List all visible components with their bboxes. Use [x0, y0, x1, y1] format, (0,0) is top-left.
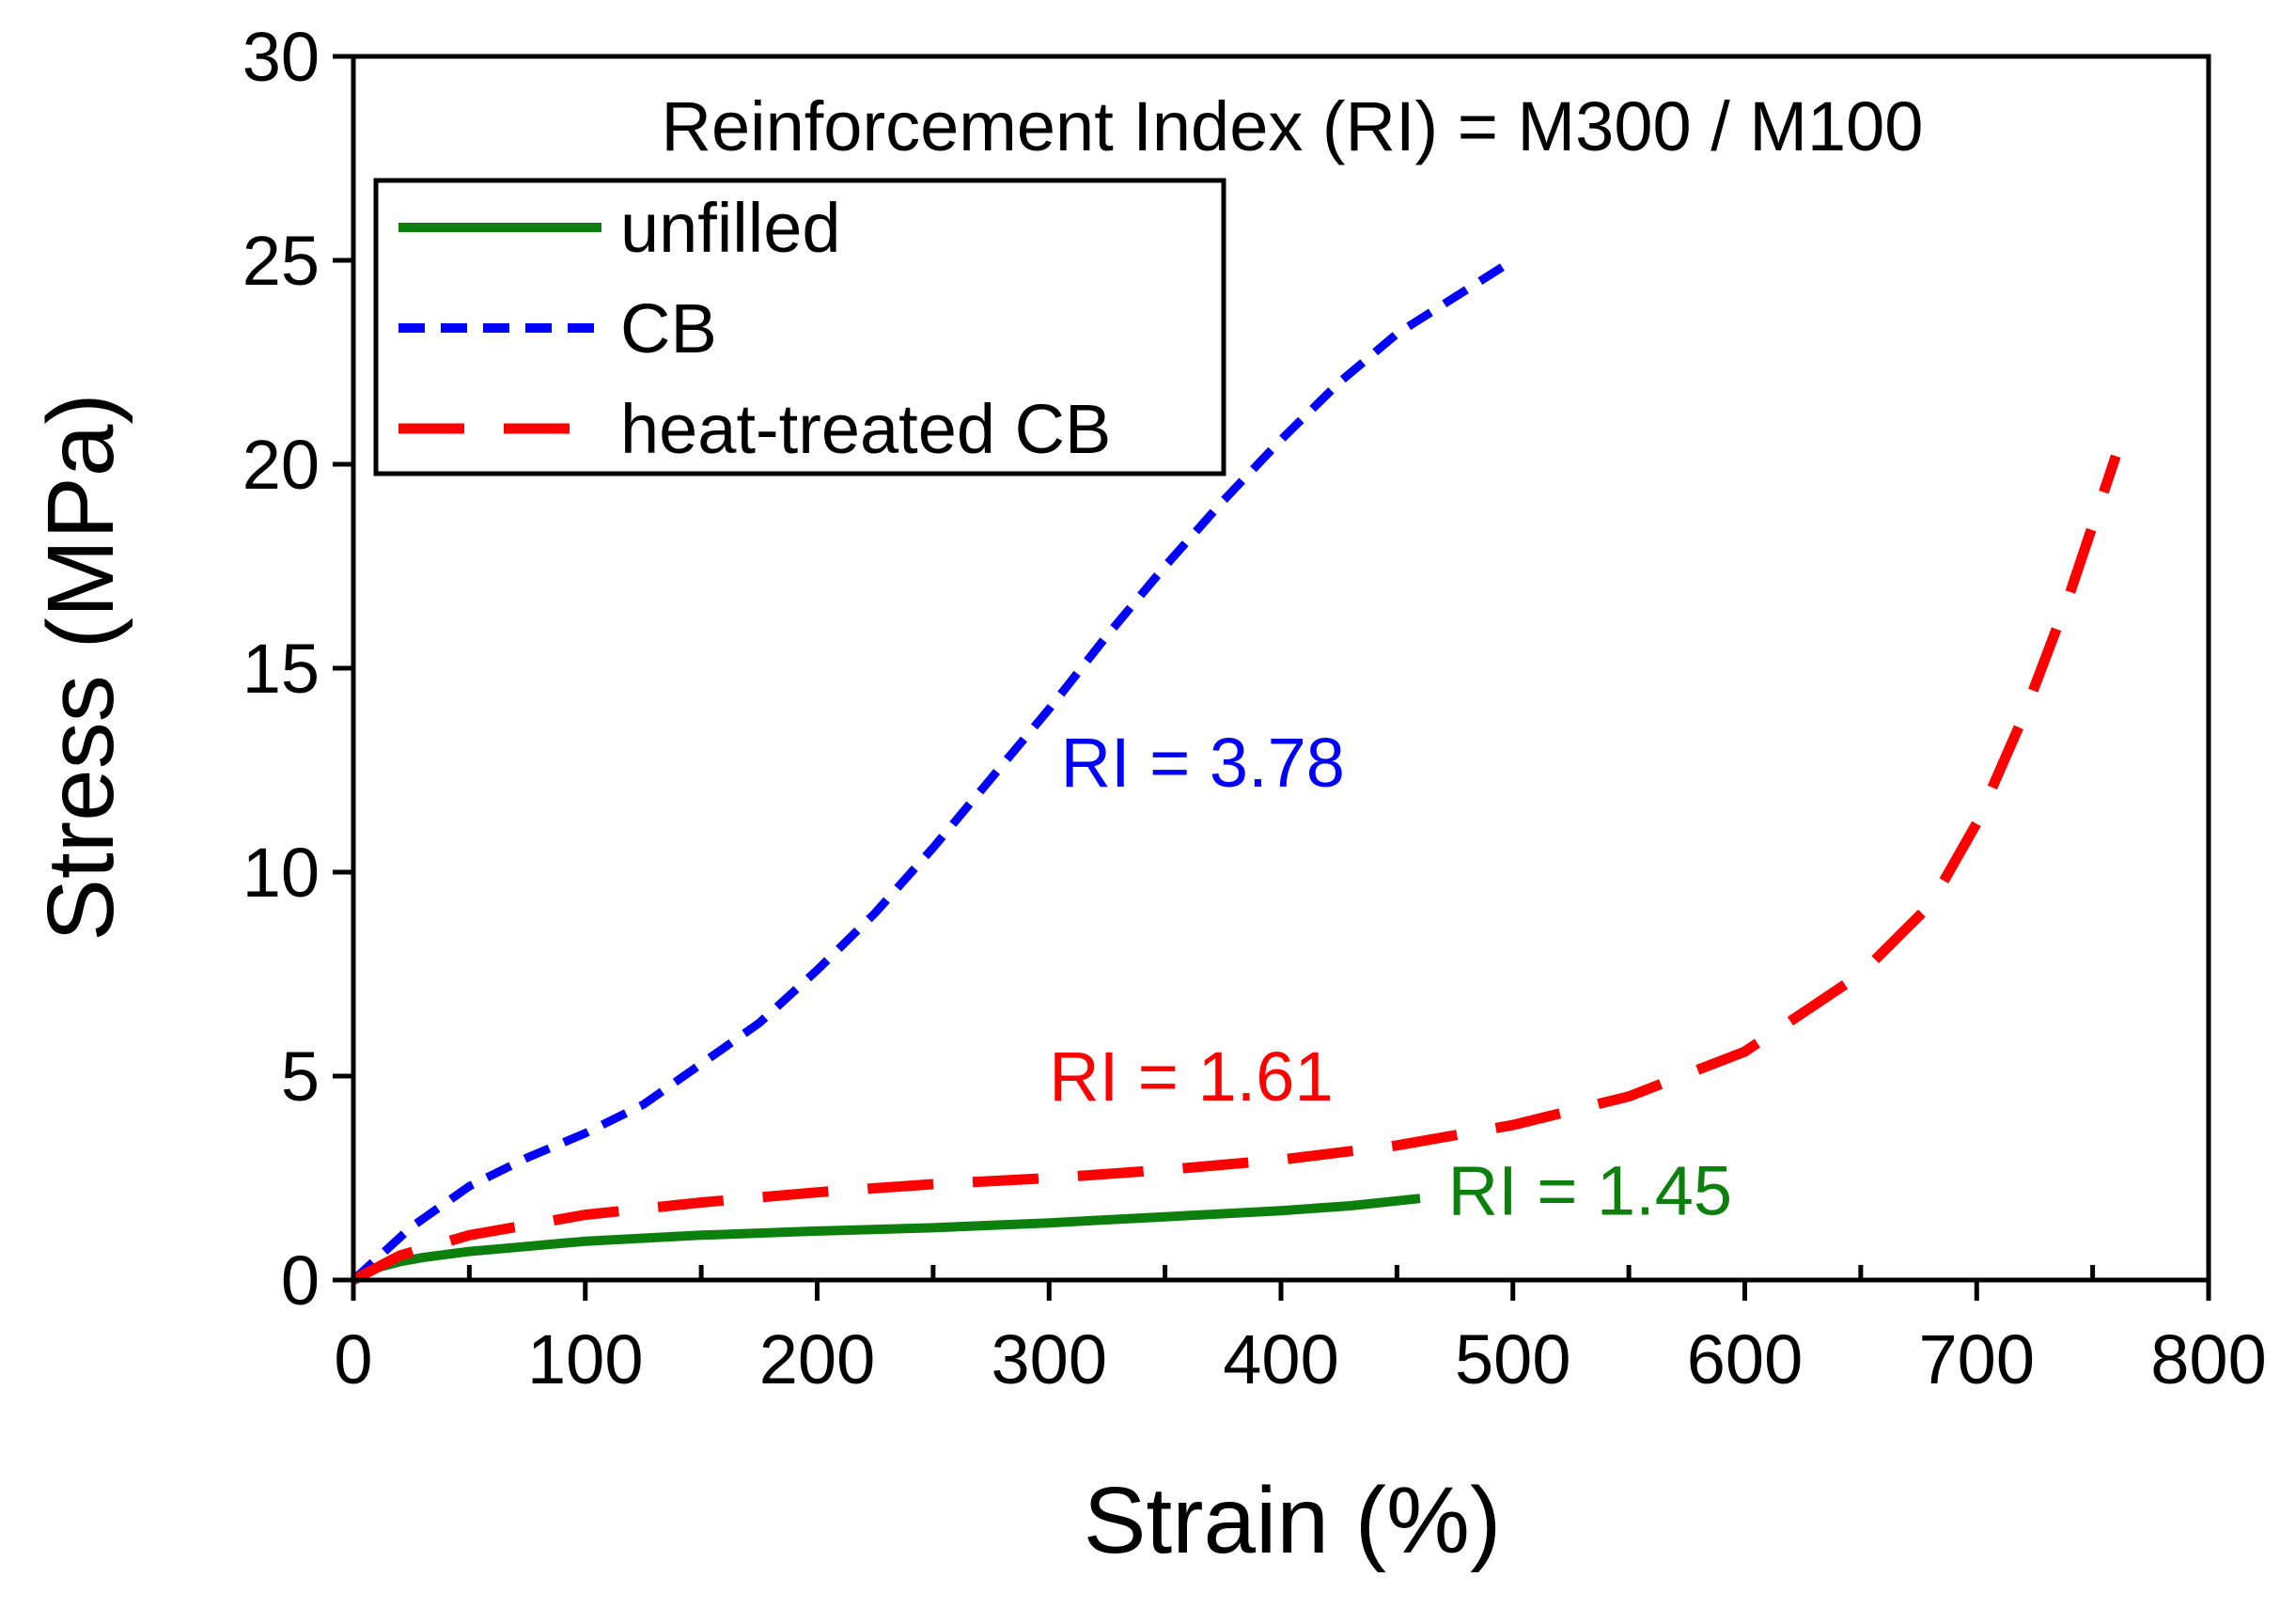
y-tick-label: 0 — [281, 1241, 320, 1319]
x-tick-label: 0 — [334, 1320, 372, 1398]
ri-annotation: RI = 1.45 — [1448, 1152, 1732, 1230]
legend-label: unfilled — [620, 189, 841, 267]
series-line-unfilled — [351, 1194, 1421, 1285]
y-tick-label: 15 — [242, 630, 320, 708]
y-tick-label: 30 — [242, 18, 320, 96]
ri-annotation: RI = 3.78 — [1061, 724, 1345, 802]
x-tick-label: 600 — [1687, 1320, 1803, 1398]
x-tick-label: 100 — [527, 1320, 643, 1398]
annotations-layer: RI = 3.78 RI = 1.61 RI = 1.45 — [1049, 724, 1732, 1230]
y-tick-label: 5 — [281, 1038, 320, 1116]
series-line-cb — [350, 257, 1516, 1284]
series-line-heat-treated-cb — [351, 454, 2121, 1285]
y-tick-label: 10 — [242, 834, 320, 912]
x-axis-title: Strain (%) — [1084, 1468, 1502, 1573]
x-tick-label: 300 — [992, 1320, 1107, 1398]
y-axis-title: Stress (MPa) — [28, 393, 133, 941]
y-tick-label: 25 — [242, 222, 320, 300]
x-tick-label: 700 — [1919, 1320, 2035, 1398]
chart-title: Reinforcement Index (RI) = M300 / M100 — [662, 87, 1924, 165]
legend: unfilled CB heat-treated CB — [373, 178, 1226, 476]
x-tick-label: 800 — [2150, 1320, 2266, 1398]
ri-annotation: RI = 1.61 — [1049, 1038, 1333, 1116]
series-layer — [350, 257, 2121, 1285]
y-tick-label: 20 — [242, 426, 320, 504]
x-tick-label: 400 — [1223, 1320, 1338, 1398]
legend-label: heat-treated CB — [620, 390, 1111, 468]
x-tick-label: 500 — [1455, 1320, 1570, 1398]
x-tick-label: 200 — [759, 1320, 875, 1398]
legend-label: CB — [620, 289, 717, 367]
